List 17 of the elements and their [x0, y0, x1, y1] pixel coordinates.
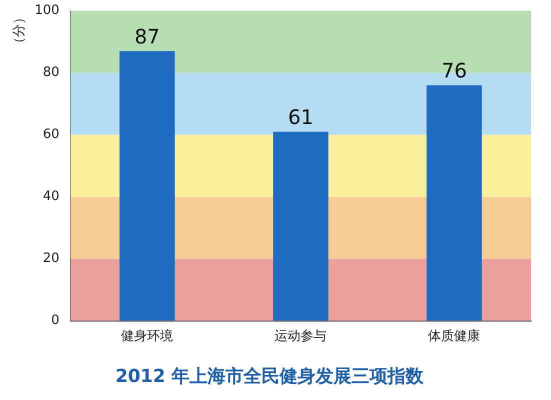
x-tick-label: 运动参与: [274, 328, 327, 344]
bar: [120, 51, 175, 321]
data-label: 87: [134, 24, 160, 48]
x-tick-label: 健身环境: [121, 328, 174, 344]
y-tick-label: 40: [42, 189, 60, 204]
x-tick-label: 体质健康: [428, 328, 480, 344]
y-tick-label: 0: [51, 313, 60, 328]
bar: [273, 132, 328, 321]
y-tick-label: 60: [42, 127, 60, 142]
bar: [426, 85, 482, 321]
y-axis-title: （分）: [12, 10, 28, 50]
data-label: 76: [442, 58, 467, 82]
y-tick-label: 80: [42, 65, 60, 80]
y-tick-label: 100: [34, 3, 60, 18]
y-tick-label: 20: [42, 251, 60, 266]
text: 2012 年上海市全民健身发展三项指数: [115, 366, 425, 387]
data-label: 61: [288, 104, 314, 129]
